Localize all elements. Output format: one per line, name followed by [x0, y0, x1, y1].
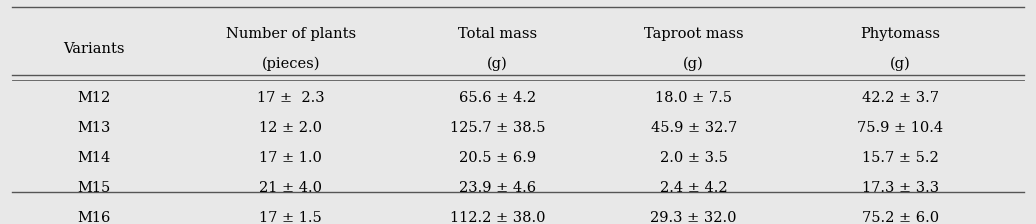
Text: Phytomass: Phytomass	[860, 27, 941, 41]
Text: 125.7 ± 38.5: 125.7 ± 38.5	[450, 121, 545, 135]
Text: 20.5 ± 6.9: 20.5 ± 6.9	[459, 151, 536, 165]
Text: Total mass: Total mass	[458, 27, 537, 41]
Text: 21 ± 4.0: 21 ± 4.0	[259, 181, 322, 195]
Text: Taproot mass: Taproot mass	[643, 27, 744, 41]
Text: 15.7 ± 5.2: 15.7 ± 5.2	[862, 151, 939, 165]
Text: 112.2 ± 38.0: 112.2 ± 38.0	[450, 211, 545, 224]
Text: Variants: Variants	[63, 42, 125, 56]
Text: 2.4 ± 4.2: 2.4 ± 4.2	[660, 181, 727, 195]
Text: Number of plants: Number of plants	[226, 27, 355, 41]
Text: 17 ± 1.0: 17 ± 1.0	[259, 151, 322, 165]
Text: (g): (g)	[890, 56, 911, 71]
Text: 2.0 ± 3.5: 2.0 ± 3.5	[660, 151, 727, 165]
Text: 75.2 ± 6.0: 75.2 ± 6.0	[862, 211, 939, 224]
Text: 45.9 ± 32.7: 45.9 ± 32.7	[651, 121, 737, 135]
Text: 18.0 ± 7.5: 18.0 ± 7.5	[655, 91, 732, 105]
Text: 17 ± 1.5: 17 ± 1.5	[259, 211, 322, 224]
Text: M15: M15	[78, 181, 111, 195]
Text: M12: M12	[78, 91, 111, 105]
Text: (pieces): (pieces)	[261, 56, 320, 71]
Text: 42.2 ± 3.7: 42.2 ± 3.7	[862, 91, 939, 105]
Text: 12 ± 2.0: 12 ± 2.0	[259, 121, 322, 135]
Text: 75.9 ± 10.4: 75.9 ± 10.4	[857, 121, 944, 135]
Text: M13: M13	[78, 121, 111, 135]
Text: (g): (g)	[684, 56, 704, 71]
Text: (g): (g)	[487, 56, 508, 71]
Text: M14: M14	[78, 151, 111, 165]
Text: 29.3 ± 32.0: 29.3 ± 32.0	[651, 211, 737, 224]
Text: 17 ±  2.3: 17 ± 2.3	[257, 91, 324, 105]
Text: M16: M16	[78, 211, 111, 224]
Text: 17.3 ± 3.3: 17.3 ± 3.3	[862, 181, 939, 195]
Text: 23.9 ± 4.6: 23.9 ± 4.6	[459, 181, 536, 195]
Text: 65.6 ± 4.2: 65.6 ± 4.2	[459, 91, 536, 105]
